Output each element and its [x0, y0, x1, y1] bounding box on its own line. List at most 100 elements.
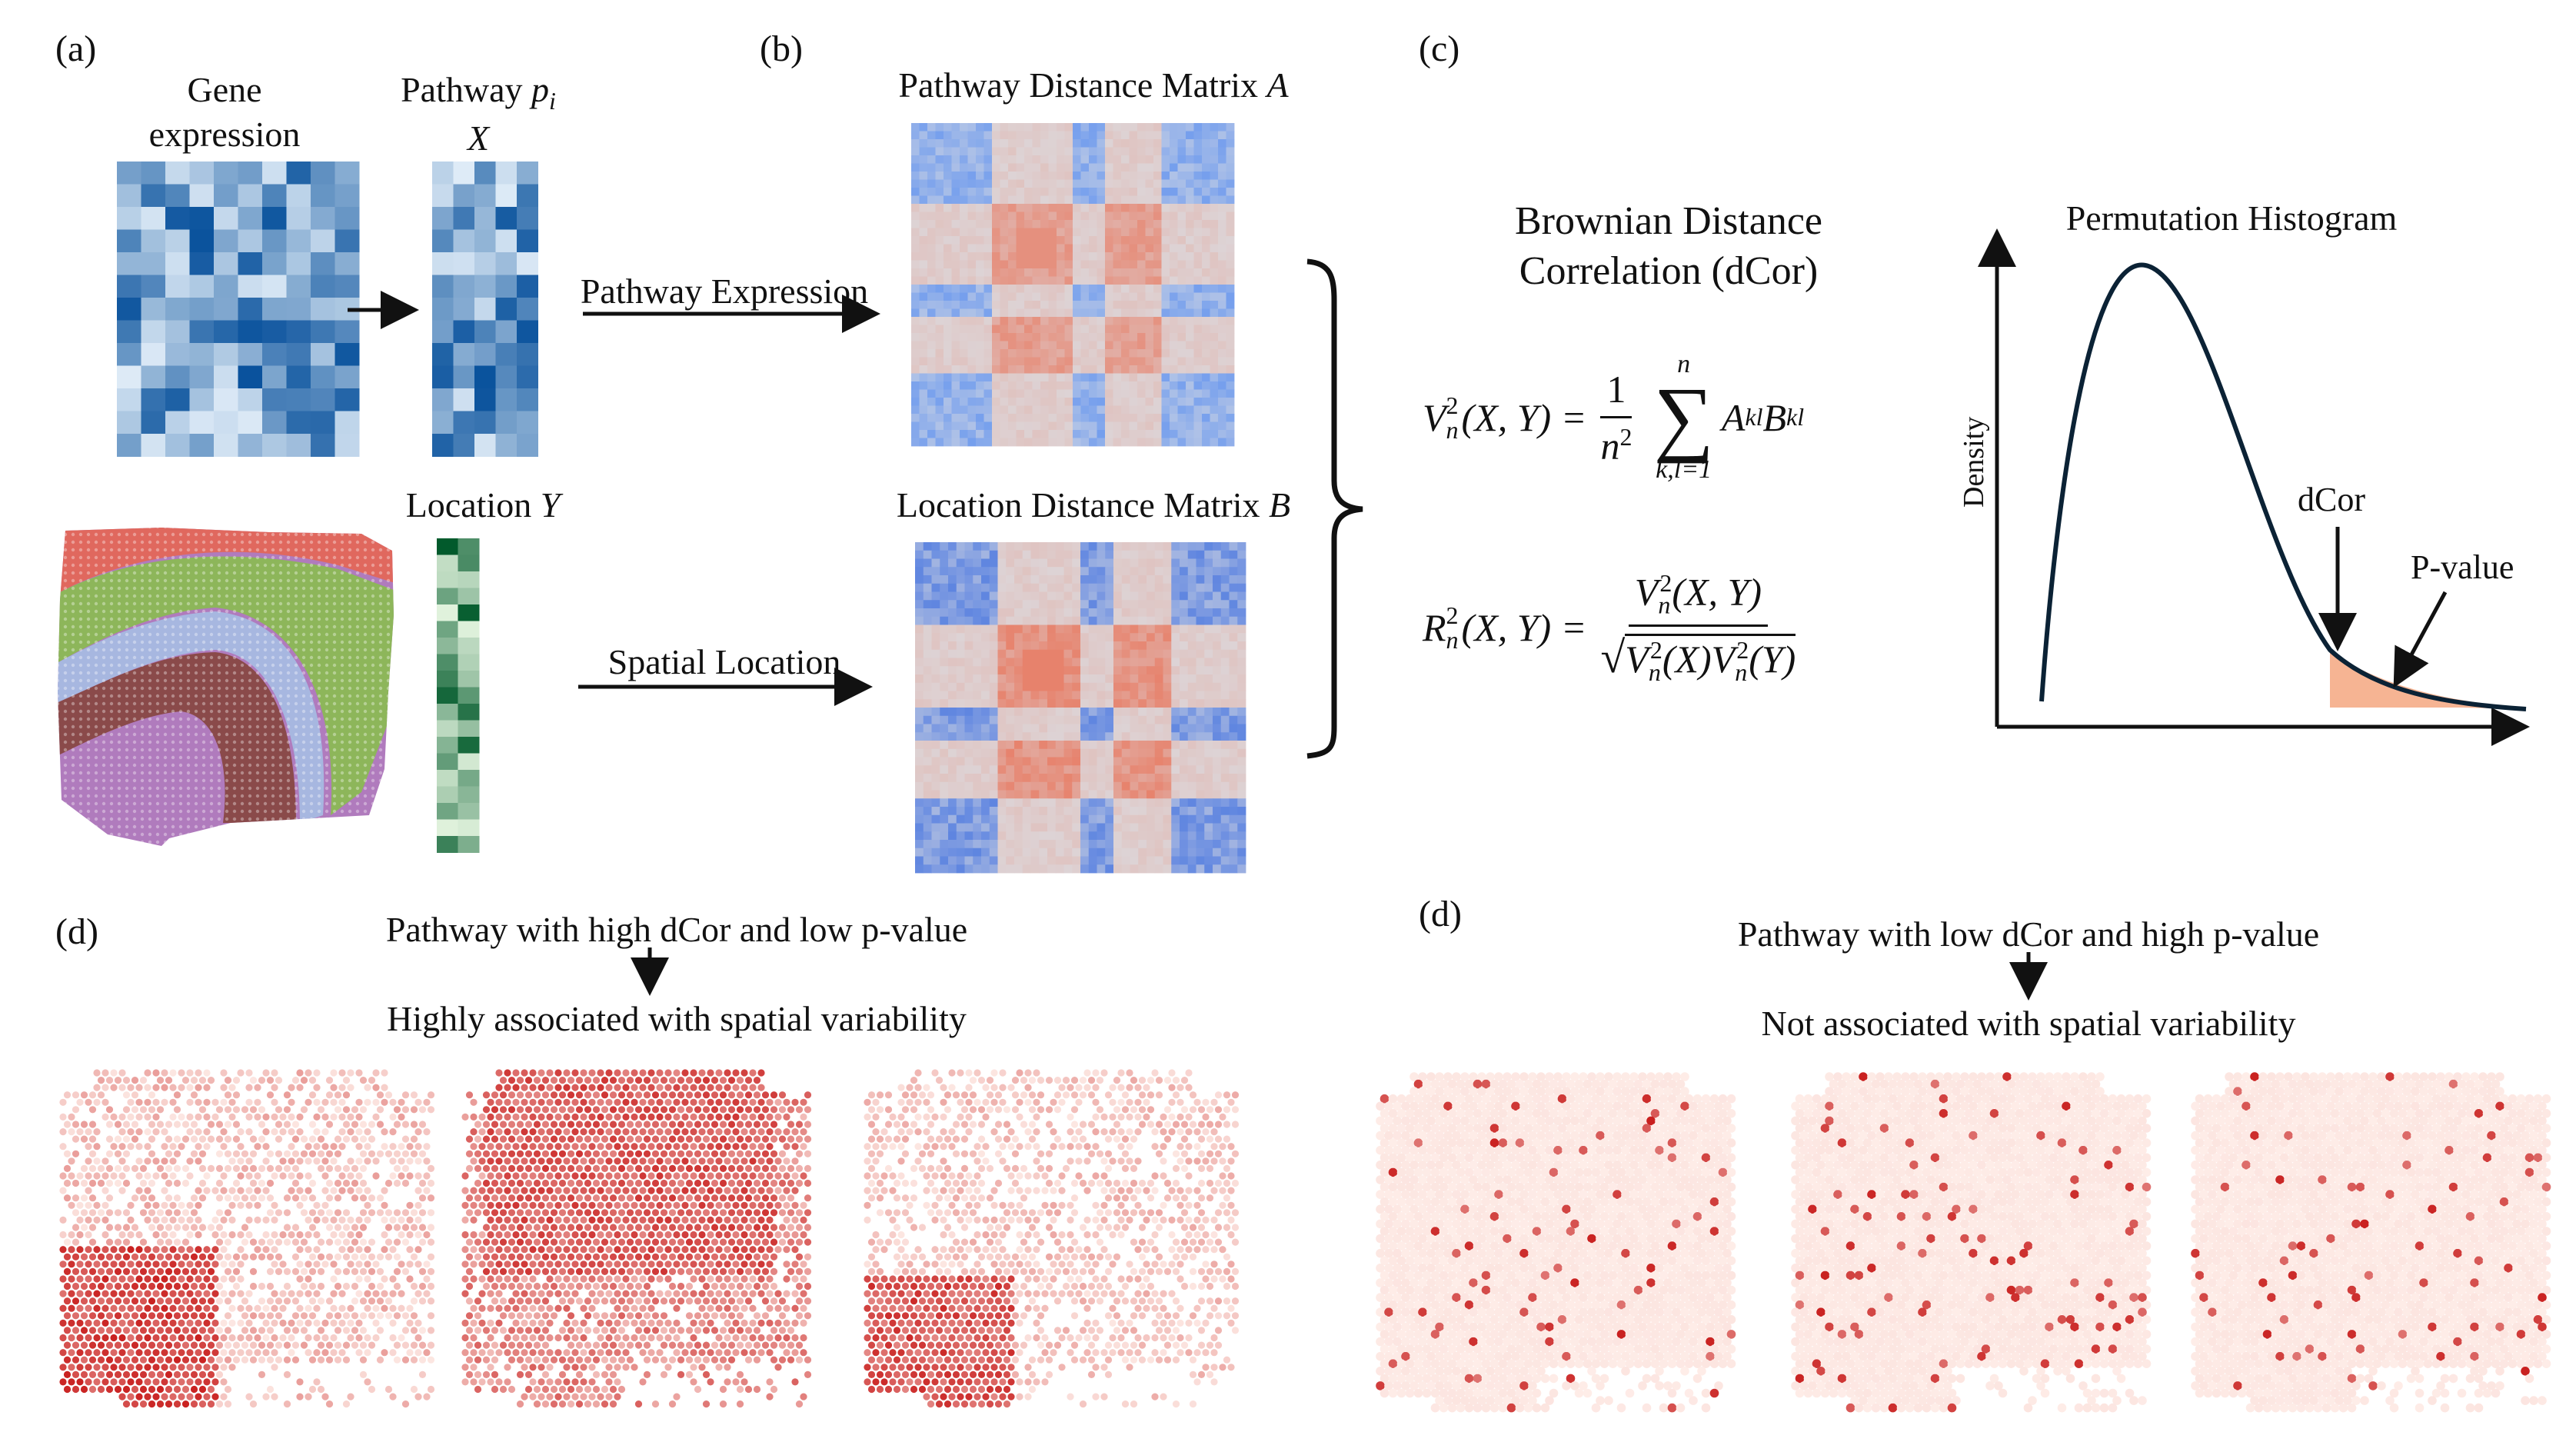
matrix-cell: [1000, 430, 1009, 438]
tissue-spot: [423, 1143, 431, 1151]
matrix-cell: [1147, 856, 1156, 865]
matrix-cell: [940, 583, 949, 592]
tissue-spot: [161, 1187, 168, 1194]
tissue-spot: [72, 1091, 80, 1099]
matrix-cell: [1161, 268, 1170, 277]
matrix-cell: [1006, 856, 1015, 865]
matrix-cell: [1080, 333, 1090, 341]
pathway-cell: [453, 275, 475, 298]
matrix-cell: [1048, 123, 1057, 132]
matrix-cell: [1039, 790, 1048, 799]
tissue-spot: [181, 1267, 190, 1275]
matrix-cell: [1008, 421, 1017, 431]
matrix-cell: [1080, 798, 1090, 808]
matrix-cell: [1040, 317, 1049, 325]
matrix-cell: [1072, 774, 1081, 783]
matrix-cell: [1137, 292, 1146, 301]
matrix-cell: [1180, 848, 1189, 857]
matrix-cell: [1006, 591, 1015, 601]
tissue-spot: [330, 1157, 338, 1165]
matrix-cell: [1105, 228, 1113, 237]
matrix-cell: [1229, 608, 1238, 618]
tissue-spot: [97, 1356, 105, 1364]
matrix-cell: [923, 748, 932, 758]
matrix-cell: [951, 333, 960, 341]
matrix-cell: [976, 131, 984, 140]
pathway-var: X: [467, 118, 490, 158]
matrix-cell: [1097, 195, 1106, 205]
matrix-cell: [1022, 814, 1031, 824]
matrix-cell: [989, 765, 998, 774]
matrix-cell: [1204, 757, 1213, 766]
matrix-cell: [1063, 781, 1073, 791]
tissue-spot: [291, 1135, 300, 1143]
pathway-cell: [432, 298, 454, 321]
matrix-cell: [976, 317, 984, 325]
matrix-cell: [1072, 633, 1081, 642]
matrix-cell: [1138, 864, 1147, 874]
matrix-cell: [976, 139, 984, 148]
matrix-cell: [915, 848, 924, 857]
matrix-cell: [944, 333, 952, 341]
matrix-cell: [1113, 682, 1123, 691]
matrix-cell: [1022, 600, 1031, 609]
matrix-cell: [1220, 633, 1230, 642]
tissue-spot: [72, 1356, 80, 1364]
matrix-cell: [1186, 301, 1194, 309]
matrix-cell: [1138, 814, 1147, 824]
tissue-spot: [169, 1157, 177, 1165]
matrix-cell: [1089, 244, 1097, 253]
matrix-cell: [1196, 567, 1205, 576]
gene-cell: [165, 343, 190, 366]
tissue-spot: [190, 1135, 198, 1143]
matrix-cell: [1129, 333, 1138, 341]
matrix-cell: [1145, 155, 1154, 164]
tissue-spot: [195, 1246, 202, 1254]
tissue-spot: [186, 1349, 194, 1357]
tissue-spot: [88, 1370, 97, 1378]
matrix-cell: [1130, 699, 1139, 708]
matrix-cell: [1220, 658, 1230, 667]
matrix-cell: [948, 798, 957, 808]
matrix-cell: [1226, 172, 1235, 180]
matrix-cell: [1153, 430, 1162, 438]
matrix-cell: [1121, 268, 1130, 277]
tissue-spot: [228, 1304, 236, 1312]
tissue-spot: [169, 1304, 177, 1312]
tissue-spot: [118, 1378, 126, 1386]
gene-cell: [214, 365, 238, 389]
tissue-spot: [410, 1282, 418, 1290]
tissue-spot: [63, 1356, 72, 1364]
tissue-spot: [165, 1194, 173, 1202]
matrix-cell: [940, 558, 949, 568]
tissue-spot: [144, 1084, 151, 1091]
tissue-spot: [355, 1275, 363, 1283]
matrix-cell: [1153, 398, 1162, 406]
tissue-spot: [144, 1157, 151, 1165]
matrix-cell: [927, 268, 936, 277]
matrix-cell: [1105, 575, 1114, 584]
matrix-cell: [1000, 389, 1009, 398]
matrix-cell: [960, 220, 968, 228]
tissue-spot: [85, 1304, 92, 1312]
matrix-cell: [1202, 292, 1210, 301]
tissue-spot: [321, 1216, 329, 1224]
tissue-spot: [351, 1327, 359, 1334]
tissue-spot: [334, 1267, 342, 1275]
matrix-cell: [1138, 831, 1147, 841]
matrix-cell: [983, 244, 993, 253]
matrix-cell: [1040, 333, 1049, 341]
matrix-cell: [1040, 163, 1049, 172]
matrix-cell: [1213, 864, 1222, 874]
matrix-cell: [1113, 381, 1122, 390]
gene-cell: [334, 184, 360, 208]
matrix-cell: [1105, 814, 1114, 824]
matrix-cell: [997, 823, 1007, 832]
matrix-cell: [919, 123, 928, 132]
matrix-cell: [1186, 139, 1194, 148]
tissue-spot: [173, 1194, 181, 1202]
matrix-cell: [1171, 624, 1180, 634]
matrix-cell: [1226, 236, 1235, 245]
matrix-cell: [992, 211, 1000, 221]
matrix-cell: [967, 155, 977, 164]
